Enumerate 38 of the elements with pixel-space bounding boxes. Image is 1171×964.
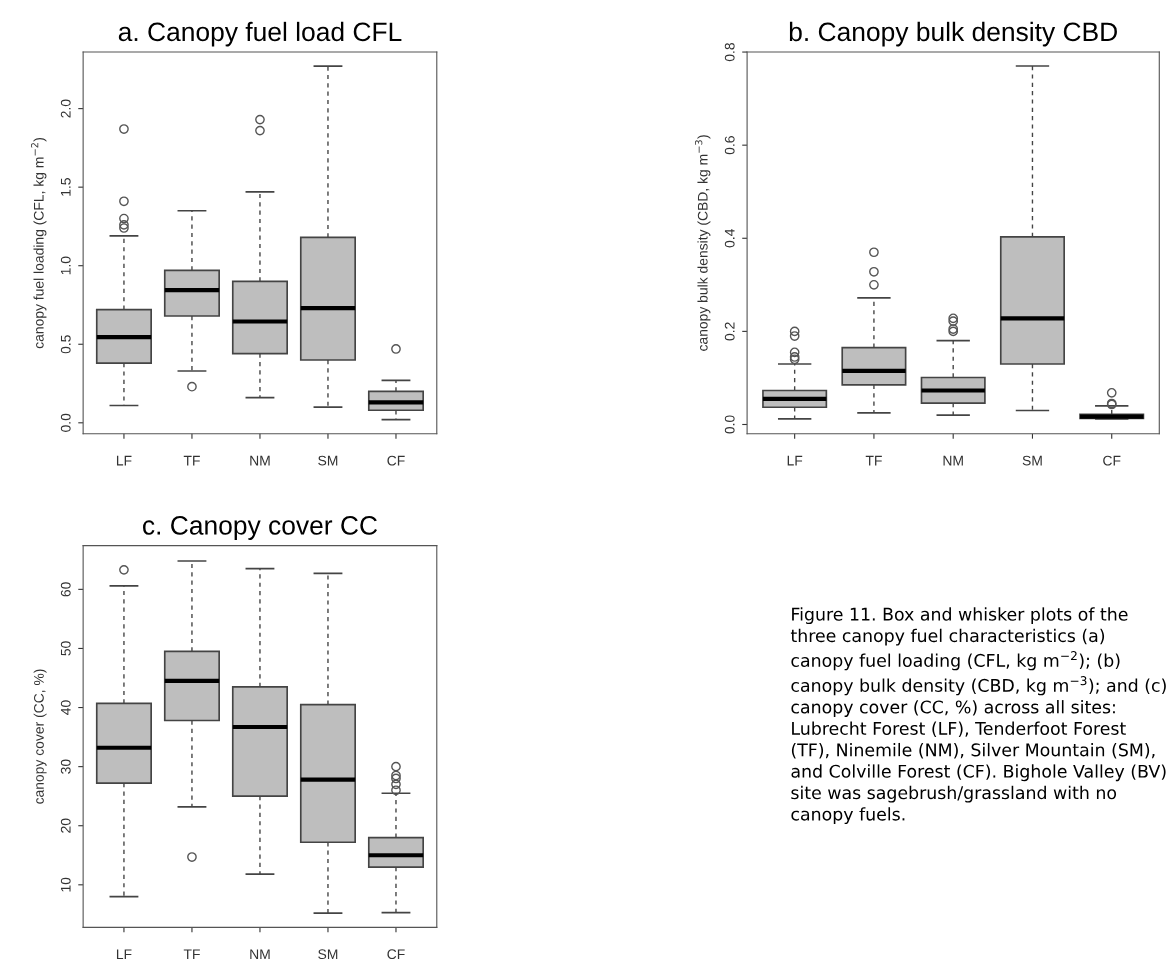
chart-title: a. Canopy fuel load CFL [118, 21, 402, 47]
y-tick-label: 0.6 [724, 136, 735, 155]
x-tick-label: NM [250, 455, 270, 466]
y-tick-label: 10 [60, 877, 71, 892]
x-tick-label: CF [387, 455, 405, 466]
x-tick-label: NM [250, 949, 270, 959]
x-tick-label: CF [387, 949, 405, 960]
y-tick-label: 0.8 [724, 43, 735, 62]
y-tick-label: 0.4 [724, 229, 735, 248]
y-tick-label: 50 [60, 641, 71, 656]
y-axis-title: canopy bulk density (CBD, kg m$^{−3}$) [694, 135, 711, 351]
y-tick-label: 40 [60, 700, 71, 715]
chart-title: c. Canopy cover CC [143, 516, 378, 540]
y-axis-title: canopy fuel loading (CFL, kg m$^{−2}$) [31, 138, 47, 349]
y-tick-label: 20 [60, 818, 71, 833]
x-tick-label: SM [318, 455, 338, 466]
x-tick-label: CF [1103, 455, 1121, 466]
text: Figure 11. Box and whisker plots of the three canopy fuel characteristics (a) canopy fuel loading (CFL, kg m$^{−2}$); (b) canopy bulk density (CBD, kg m$^{−3}$); and (c) canopy cover (CC, %) across all sites: Lubrecht Forest (LF), Tenderfoot Forest (TF), Ninemile (NM), Silver Mountain (SM), and Colville Forest (CF). Bighole Valley (BV) site was sagebrush/grassland with no canopy fuels. [790, 607, 1166, 825]
x-tick-label: LF [116, 949, 132, 959]
x-tick-label: SM [318, 949, 338, 960]
y-tick-label: 1.5 [60, 178, 71, 196]
y-tick-label: 1.0 [60, 256, 71, 275]
x-tick-label: LF [116, 455, 132, 466]
y-tick-label: 2.0 [60, 99, 71, 118]
x-tick-label: NM [943, 455, 963, 466]
y-tick-label: 0.0 [724, 415, 735, 434]
y-tick-label: 0.2 [724, 322, 735, 341]
x-tick-label: TF [865, 455, 882, 466]
y-tick-label: 0.5 [60, 335, 71, 354]
y-tick-label: 30 [60, 759, 71, 774]
x-tick-label: LF [787, 455, 803, 466]
y-tick-label: 0.0 [60, 413, 71, 432]
x-tick-label: TF [183, 949, 200, 959]
chart-title: b. Canopy bulk density CBD [789, 21, 1117, 47]
x-tick-label: SM [1022, 455, 1042, 466]
y-axis-title: canopy cover (CC, %) [33, 669, 47, 804]
x-tick-label: TF [183, 455, 200, 466]
y-tick-label: 60 [60, 582, 71, 597]
